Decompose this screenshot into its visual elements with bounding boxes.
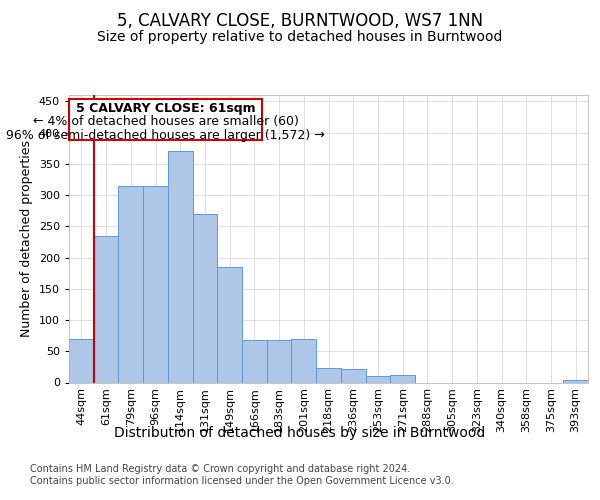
Bar	[316, 368, 341, 382]
Text: 5, CALVARY CLOSE, BURNTWOOD, WS7 1NN: 5, CALVARY CLOSE, BURNTWOOD, WS7 1NN	[117, 12, 483, 30]
Bar	[292, 339, 316, 382]
Bar	[118, 186, 143, 382]
Text: Contains public sector information licensed under the Open Government Licence v3: Contains public sector information licen…	[30, 476, 454, 486]
Bar	[69, 339, 94, 382]
Bar	[267, 340, 292, 382]
Bar	[563, 380, 588, 382]
Text: Size of property relative to detached houses in Burntwood: Size of property relative to detached ho…	[97, 30, 503, 44]
Text: 96% of semi-detached houses are larger (1,572) →: 96% of semi-detached houses are larger (…	[6, 129, 325, 142]
Bar	[143, 186, 168, 382]
Bar	[242, 340, 267, 382]
Text: Distribution of detached houses by size in Burntwood: Distribution of detached houses by size …	[115, 426, 485, 440]
Text: Contains HM Land Registry data © Crown copyright and database right 2024.: Contains HM Land Registry data © Crown c…	[30, 464, 410, 474]
Bar	[365, 376, 390, 382]
Bar	[217, 267, 242, 382]
Bar	[193, 214, 217, 382]
Bar	[168, 151, 193, 382]
Bar	[94, 236, 118, 382]
Y-axis label: Number of detached properties: Number of detached properties	[20, 140, 33, 337]
Text: 5 CALVARY CLOSE: 61sqm: 5 CALVARY CLOSE: 61sqm	[76, 102, 256, 115]
Bar	[70, 100, 262, 140]
Bar	[341, 370, 365, 382]
Text: ← 4% of detached houses are smaller (60): ← 4% of detached houses are smaller (60)	[32, 116, 299, 128]
Bar	[390, 375, 415, 382]
